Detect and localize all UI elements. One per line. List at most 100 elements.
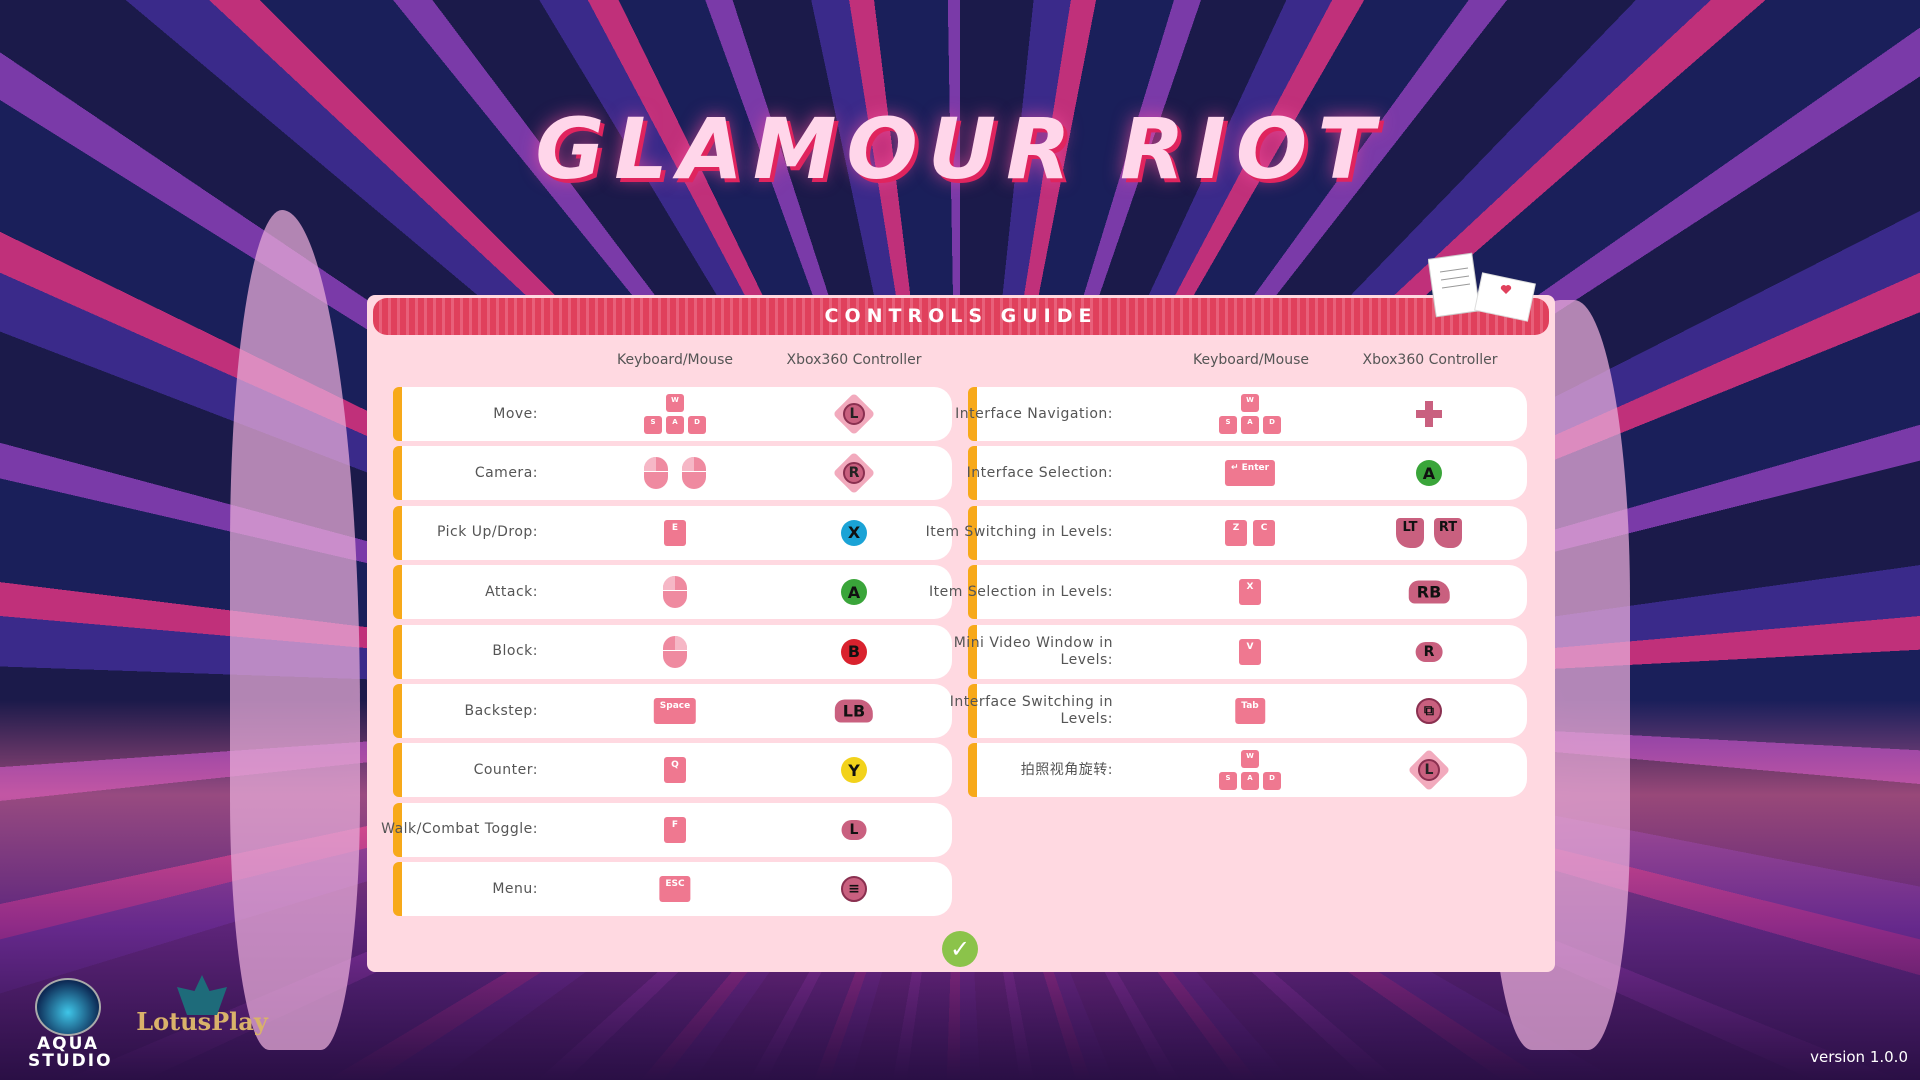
- game-title: GLAMOUR RIOT: [535, 100, 1385, 198]
- key-d: D: [688, 416, 706, 434]
- letter-envelope-icon: [1428, 252, 1536, 322]
- key-s: S: [1219, 772, 1237, 791]
- control-row: Counter: Q Y: [393, 743, 952, 798]
- key-icon: Z: [1225, 519, 1247, 546]
- controller-binding: [1416, 401, 1442, 427]
- mouse-horizontal-icon: [644, 457, 668, 490]
- keyboard-binding: Space: [653, 698, 697, 724]
- check-icon: ✓: [949, 935, 971, 963]
- action-label: 拍照视角旋转:: [1020, 761, 1113, 778]
- keyboard-binding: [663, 576, 687, 609]
- control-row: Item Switching in Levels: Z C LT RT: [926, 505, 1527, 560]
- version-label: version 1.0.0: [1810, 1048, 1908, 1066]
- keyboard-binding: [663, 635, 687, 668]
- controller-binding: LB: [834, 699, 874, 723]
- button-x-icon: X: [841, 519, 867, 546]
- thumbstick-r-icon: R: [832, 452, 876, 495]
- thumbstick-l-icon: L: [832, 392, 876, 436]
- action-label: Camera:: [474, 464, 538, 481]
- keyboard-binding: F: [664, 816, 686, 843]
- key-icon: C: [1253, 519, 1275, 546]
- key-d: D: [1263, 416, 1281, 434]
- keyboard-binding: E: [664, 519, 686, 546]
- keyboard-binding: V: [1239, 638, 1261, 665]
- key-s: S: [1219, 416, 1237, 434]
- column-header-keyboard-right: Keyboard/Mouse: [1193, 352, 1309, 368]
- action-label: Item Switching in Levels:: [925, 524, 1113, 541]
- thumbstick-l-icon: L: [1407, 749, 1451, 792]
- controller-binding: Y: [841, 757, 867, 784]
- key-w: W: [1241, 394, 1259, 412]
- confirm-button[interactable]: ✓: [942, 931, 978, 967]
- action-label: Attack:: [485, 583, 538, 600]
- controller-binding: X: [841, 519, 867, 546]
- controller-binding: A: [1416, 460, 1442, 487]
- action-label: Block:: [492, 643, 538, 660]
- action-label: Menu:: [492, 880, 538, 897]
- button-b-icon: B: [841, 638, 867, 665]
- action-label: Walk/Combat Toggle:: [381, 821, 538, 838]
- controller-binding: R: [832, 452, 876, 495]
- key-a: A: [1241, 416, 1259, 434]
- action-label: Counter:: [473, 761, 538, 778]
- key-icon: F: [664, 816, 686, 843]
- controller-binding: R: [1415, 641, 1443, 662]
- mouse-vertical-icon: [682, 457, 706, 490]
- key-w: W: [666, 394, 684, 412]
- aqua-studio-logo: AQUA STUDIO: [28, 978, 111, 1070]
- action-label: Pick Up/Drop:: [436, 524, 538, 541]
- control-row: Block: B: [393, 624, 952, 679]
- stick-click-r-icon: R: [1415, 641, 1443, 662]
- key-icon: V: [1239, 638, 1261, 665]
- action-label: Interface Selection:: [966, 464, 1113, 481]
- key-a: A: [666, 416, 684, 434]
- controller-binding: RB: [1408, 580, 1450, 604]
- bumper-lb-icon: LB: [834, 699, 874, 723]
- action-label: Mini Video Window in Levels:: [953, 634, 1113, 668]
- action-label: Move:: [493, 405, 538, 422]
- controller-binding: L: [832, 392, 876, 436]
- controller-binding: LT RT: [1396, 517, 1462, 548]
- action-label: Interface Navigation:: [955, 405, 1113, 422]
- trigger-lt-icon: LT: [1396, 517, 1424, 548]
- keyboard-binding: [644, 457, 706, 490]
- button-y-icon: Y: [841, 757, 867, 784]
- controls-panel: CONTROLS GUIDE Keyboard/Mouse Xbox360 Co…: [367, 295, 1555, 972]
- control-row: Attack: A: [393, 565, 952, 620]
- key-icon: ESC: [659, 876, 691, 903]
- key-d: D: [1263, 772, 1281, 791]
- key-icon: Space: [653, 698, 697, 724]
- lotusplay-logo: LotusPlay: [132, 975, 272, 1036]
- key-icon: Q: [664, 757, 686, 784]
- control-row: Camera: R: [393, 446, 952, 501]
- controller-binding: L: [1407, 749, 1451, 792]
- key-icon: E: [664, 519, 686, 546]
- column-header-controller: Xbox360 Controller: [786, 352, 922, 368]
- key-s: S: [644, 416, 662, 434]
- key-w: W: [1241, 750, 1259, 769]
- controller-binding: ⧉: [1416, 698, 1442, 724]
- controller-binding: A: [841, 579, 867, 606]
- column-header-controller-right: Xbox360 Controller: [1362, 352, 1498, 368]
- bumper-rb-icon: RB: [1408, 580, 1450, 604]
- keyboard-binding: Tab: [1235, 698, 1265, 724]
- stick-click-l-icon: L: [841, 819, 867, 840]
- keyboard-binding: ↵ Enter: [1224, 460, 1276, 487]
- action-label: Item Selection in Levels:: [929, 583, 1113, 600]
- controller-binding: ≡: [841, 876, 867, 903]
- controller-binding: B: [841, 638, 867, 665]
- key-icon: Tab: [1235, 698, 1265, 724]
- keyboard-binding: Q: [664, 757, 686, 784]
- panel-header: CONTROLS GUIDE: [373, 298, 1549, 335]
- control-row: Walk/Combat Toggle: F L: [381, 802, 952, 857]
- key-a: A: [1241, 772, 1259, 791]
- dpad-icon: [1416, 401, 1442, 427]
- control-row: Backstep: Space LB: [393, 684, 952, 738]
- button-a-icon: A: [1416, 460, 1442, 487]
- key-icon: X: [1239, 579, 1261, 606]
